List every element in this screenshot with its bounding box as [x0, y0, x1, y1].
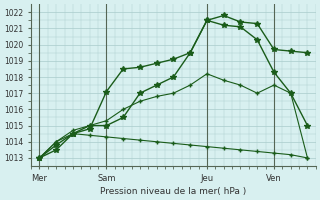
X-axis label: Pression niveau de la mer( hPa ): Pression niveau de la mer( hPa )	[100, 187, 247, 196]
